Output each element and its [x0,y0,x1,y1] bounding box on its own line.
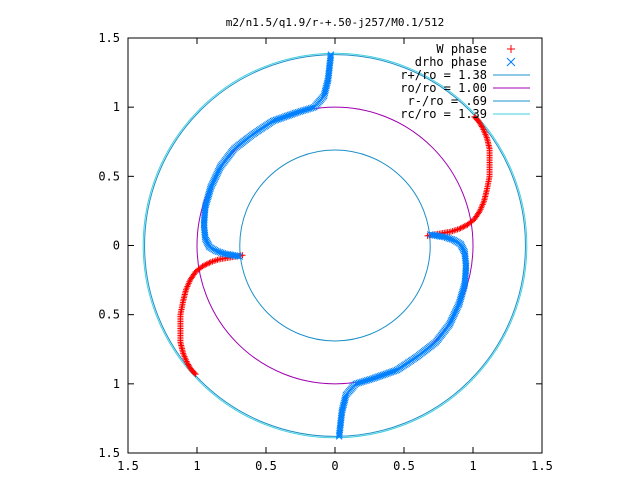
y-tick-label: 0 [113,239,120,253]
legend-label: drho phase [415,55,487,69]
circle-r-ro-1-38 [144,54,526,437]
x-tick-label: 1.5 [531,459,553,473]
x-tick-label: 1 [193,459,200,473]
x-tick-label: 0.5 [393,459,415,473]
w-phase-point [207,259,214,266]
w-phase-point [205,260,212,267]
circle-ro-ro-1-00 [196,106,474,385]
legend-label: ro/ro = 1.00 [400,81,487,95]
legend-label: W phase [436,42,487,56]
w-phase-point [472,114,479,121]
reference-circles [142,52,528,439]
w-phase-point [457,225,464,232]
circle-rc-ro-1-39 [142,52,528,439]
drho-phase-point [327,52,335,60]
w-phase-point [192,371,199,378]
drho-phase-point [335,433,343,440]
x-tick-label: 1 [469,459,476,473]
w-phase-point [203,261,210,268]
x-tick-label: 0 [331,459,338,473]
legend-label: r-/ro = .69 [408,94,487,108]
w-phase-point [461,223,468,230]
legend-marker [506,57,516,67]
legend-label: rc/ro = 1.39 [400,107,487,121]
w-phase-point [191,370,198,377]
w-phase-point [458,224,465,231]
data-points [177,51,493,440]
circle-r-ro-69 [239,149,431,342]
legend-label: r+/ro = 1.38 [400,68,487,82]
axis-ticks: 1.5 1 0.5 0 0.5 1 1.51.510.500.511.5 [98,31,553,473]
y-tick-label: 1.5 [98,446,120,460]
legend-marker [507,45,515,53]
drho-phase-point [327,51,335,58]
w-phase-point [471,113,478,120]
y-tick-label: 1.5 [98,31,120,45]
w-phase-point [460,223,467,230]
w-phase-point [202,261,209,268]
y-tick-label: 0.5 [98,308,120,322]
w-phase-point [456,225,463,232]
chart-title: m2/n1.5/q1.9/r-+.50-j257/M0.1/512 [226,16,445,29]
w-phase-point [206,259,213,266]
x-tick-label: 0.5 [255,459,277,473]
y-tick-label: 1 [113,377,120,391]
x-tick-label: 1.5 [117,459,139,473]
y-tick-label: 1 [113,100,120,114]
drho-phase-point [335,431,343,439]
y-tick-label: 0.5 [98,169,120,183]
